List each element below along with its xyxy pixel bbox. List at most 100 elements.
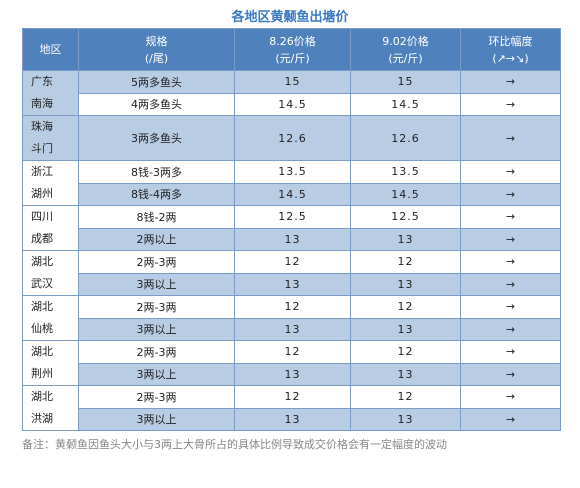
cell: 14.5: [350, 182, 461, 206]
cell: 13: [234, 272, 351, 296]
cell: 2两-3两: [78, 385, 235, 409]
header-cell: 9.02价格 (元/斤): [350, 28, 461, 71]
cell: →: [460, 115, 561, 161]
cell: →: [460, 182, 561, 206]
cell: 12: [350, 385, 461, 409]
cell: 13: [350, 407, 461, 431]
cell: 15: [234, 70, 351, 94]
table-row: 8钱-4两多 14.5 14.5 →: [23, 182, 561, 206]
table-row: 四川 成都 8钱-2两 12.5 12.5 →: [22, 205, 561, 251]
cell: 13: [234, 227, 351, 251]
region-cell: 湖北 仙桃: [22, 295, 79, 341]
region-line: 洪湖: [31, 412, 53, 425]
table-row: 广东 南海 5两多鱼头 15 15 →: [22, 70, 561, 116]
region-line: 成都: [31, 232, 53, 245]
header-line: 规格: [145, 34, 168, 48]
note: 备注：黄颡鱼因鱼头大小与3两上大骨所占的具体比例导致成交价格会有一定幅度的波动: [22, 438, 447, 451]
cell: 12.5: [350, 205, 461, 229]
cell: →: [460, 160, 561, 184]
cell: 13: [350, 227, 461, 251]
header-line: 9.02价格: [382, 34, 429, 48]
cell: 2两-3两: [78, 295, 235, 319]
cell: 14.5: [234, 182, 351, 206]
header-row: 地区 规格 (/尾) 8.26价格 (元/斤) 9.02价格 (元/斤) 环比幅度 (↗→↘): [22, 28, 561, 71]
price-table: 地区 规格 (/尾) 8.26价格 (元/斤) 9.02价格 (元/斤) 环比幅度 (↗→↘) …: [22, 28, 561, 431]
cell: 2两-3两: [78, 340, 235, 364]
cell: →: [460, 205, 561, 229]
header-line: 环比幅度: [488, 34, 533, 48]
cell: →: [460, 227, 561, 251]
cell: 2两以上: [78, 227, 235, 251]
cell: 12: [234, 385, 351, 409]
cell: 3两多鱼头: [78, 115, 235, 161]
table-row: 珠海 斗门 3两多鱼头 12.6 12.6 →: [22, 115, 561, 161]
cell: →: [460, 362, 561, 386]
region-line: 斗门: [31, 142, 53, 155]
region-line: 湖北: [31, 255, 53, 268]
cell: →: [460, 70, 561, 94]
cell: 5两多鱼头: [78, 70, 235, 94]
header-line: (元/斤): [388, 51, 423, 65]
region-line: 荆州: [31, 367, 53, 380]
cell: 2两-3两: [78, 250, 235, 274]
table-row: 湖北 仙桃 2两-3两 12 12 →: [22, 295, 561, 341]
region-line: 武汉: [31, 277, 53, 290]
cell: 13: [234, 362, 351, 386]
cell: 14.5: [350, 92, 461, 116]
table-row: 4两多鱼头 14.5 14.5 →: [23, 92, 561, 116]
table-row: 湖北 荆州 2两-3两 12 12 →: [22, 340, 561, 386]
cell: 4两多鱼头: [78, 92, 235, 116]
header-cell: 8.26价格 (元/斤): [234, 28, 351, 71]
cell: →: [460, 407, 561, 431]
cell: 13: [350, 362, 461, 386]
cell: 12: [350, 340, 461, 364]
cell: 12: [350, 295, 461, 319]
region-cell: 广东 南海: [22, 70, 79, 116]
cell: 13: [234, 317, 351, 341]
table-row: 浙江 湖州 8钱-3两多 13.5 13.5 →: [22, 160, 561, 206]
cell: →: [460, 385, 561, 409]
cell: 3两以上: [78, 317, 235, 341]
cell: 15: [350, 70, 461, 94]
cell: 12: [234, 295, 351, 319]
cell: 13.5: [350, 160, 461, 184]
cell: 13.5: [234, 160, 351, 184]
region-line: 南海: [31, 97, 53, 110]
region-line: 广东: [31, 75, 53, 88]
cell: 8钱-3两多: [78, 160, 235, 184]
header-cell: 环比幅度 (↗→↘): [460, 28, 561, 71]
cell: 13: [350, 272, 461, 296]
header-line: (/尾): [144, 51, 169, 65]
table-body: 广东 南海 5两多鱼头 15 15 → 4两多鱼头 14.5 14.5 → 珠海 斗门 3两多鱼头 12.…: [22, 70, 561, 431]
table-row: 3两以上 13 13 →: [23, 272, 561, 296]
cell: 3两以上: [78, 362, 235, 386]
region-line: 湖北: [31, 390, 53, 403]
region-line: 四川: [31, 210, 53, 223]
cell: →: [460, 340, 561, 364]
cell: 12: [234, 250, 351, 274]
title: 各地区黄颡鱼出塘价: [231, 10, 349, 25]
cell: 13: [234, 407, 351, 431]
header-cell: 规格 (/尾): [78, 28, 235, 71]
region-line: 湖北: [31, 345, 53, 358]
region-line: 仙桃: [31, 322, 53, 335]
cell: 14.5: [234, 92, 351, 116]
cell: 12.6: [234, 115, 351, 161]
cell: →: [460, 272, 561, 296]
cell: 13: [350, 317, 461, 341]
region-cell: 湖北 洪湖: [22, 385, 79, 431]
cell: →: [460, 92, 561, 116]
table-row: 湖北 洪湖 2两-3两 12 12 →: [22, 385, 561, 431]
header-cell: 地区: [22, 28, 79, 71]
region-cell: 浙江 湖州: [22, 160, 79, 206]
cell: 3两以上: [78, 272, 235, 296]
table-row: 3两以上 13 13 →: [23, 407, 561, 431]
table-row: 3两以上 13 13 →: [23, 317, 561, 341]
cell: 12.6: [350, 115, 461, 161]
region-cell: 珠海 斗门: [22, 115, 79, 161]
cell: →: [460, 250, 561, 274]
region-line: 湖北: [31, 300, 53, 313]
cell: →: [460, 295, 561, 319]
region-cell: 四川 成都: [22, 205, 79, 251]
cell: 8钱-2两: [78, 205, 235, 229]
